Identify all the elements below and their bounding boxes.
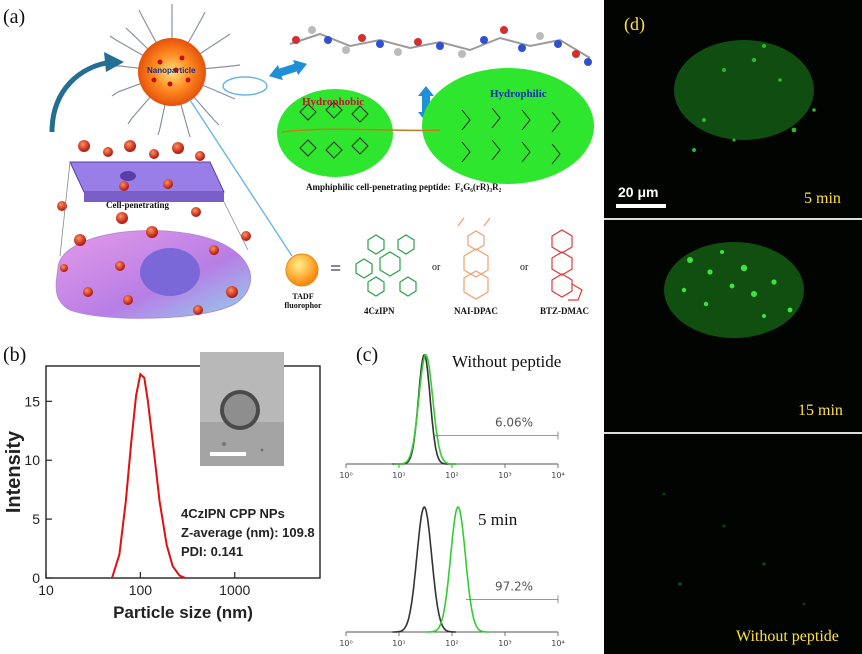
peptide-caption: Amphiphilic cell-penetrating peptide: F₆…	[306, 182, 501, 192]
panel-a-label: (a)	[3, 6, 26, 28]
flow-cytometry-chart: 10⁰ 10¹ 10² 10³ 10⁴ 6.06% 10⁰ 10¹ 10² 10³ 10⁴ 97.2%	[340, 353, 565, 648]
dls-info: 4CzIPN CPP NPs Z-average (nm): 109.8 PDI…	[181, 504, 315, 561]
panel-b-label: (b)	[3, 344, 27, 366]
flow-gate-percent-0: 6.06%	[495, 415, 533, 429]
frame-label-15min: 15 min	[798, 402, 843, 419]
x-tick-label-0: 10	[38, 582, 54, 598]
y-axis-label: Intensity	[3, 430, 25, 513]
flow-tick-label-1-0: 10⁰	[340, 639, 353, 648]
micrograph-15min: 15 min	[604, 220, 862, 432]
peptide-formula: F₆G₆(rR)₃R₂	[455, 182, 502, 192]
panel-d: 20 μm 5 min 15 min Without peptide	[604, 0, 862, 654]
scale-bar-label: 20 μm	[618, 184, 659, 200]
peptide-caption-text: Amphiphilic cell-penetrating peptide:	[306, 182, 451, 192]
flow-tick-label-1-4: 10⁴	[551, 639, 564, 648]
dls-info-pdi: PDI: 0.141	[181, 544, 244, 559]
structure-nai-dpac	[457, 217, 491, 300]
flow-tick-label-0-0: 10⁰	[340, 471, 353, 480]
nanoparticle-label: Nanoparticle	[147, 66, 196, 75]
tadf-line1: TADF	[292, 292, 314, 301]
tem-image	[200, 352, 284, 466]
y-tick-label-3: 15	[24, 393, 40, 409]
flow-tick-label-0-1: 10¹	[392, 471, 405, 480]
frame-divider-2	[604, 432, 862, 434]
flow-tick-label-0-4: 10⁴	[551, 471, 564, 480]
hydrophilic-blob	[422, 68, 594, 184]
tadf-label: TADF fluorophor	[283, 292, 323, 310]
x-tick-label-2: 1000	[219, 582, 250, 598]
hydrophobic-label: Hydrophobic	[302, 96, 365, 108]
five-min-text: 5 min	[478, 510, 518, 529]
flow-tick-label-0-3: 10³	[498, 471, 511, 480]
structure-btz-dmac	[551, 229, 583, 301]
tadf-line2: fluorophor	[284, 301, 322, 310]
frame-label-without-peptide: Without peptide	[736, 628, 839, 645]
molecule-nai-dpac: NAI-DPAC	[454, 306, 498, 316]
flow-series-1-1	[426, 506, 490, 633]
hydrophilic-label: Hydrophilic	[490, 88, 547, 100]
micrograph-5min-image	[674, 40, 816, 152]
x-axis-label: Particle size (nm)	[113, 603, 253, 622]
x-tick-label-1: 100	[129, 582, 153, 598]
micrograph-without-peptide: Without peptide	[604, 434, 862, 654]
tem-inset	[200, 352, 284, 466]
frame-label-5min: 5 min	[804, 190, 841, 207]
without-peptide-text: Without peptide	[452, 352, 562, 371]
flow-tick-label-1-3: 10³	[498, 639, 511, 648]
micrograph-without-peptide-image	[662, 492, 806, 606]
flow-series-1-0	[392, 505, 457, 633]
molecule-4czipn: 4CzIPN	[364, 306, 395, 316]
molecule-btz-dmac: BTZ-DMAC	[540, 306, 589, 316]
dls-info-sample: 4CzIPN CPP NPs	[181, 506, 285, 521]
dls-info-zavg: Z-average (nm): 109.8	[181, 525, 315, 540]
micrograph-5min: 20 μm 5 min	[604, 0, 862, 218]
dls-series-line-0	[111, 372, 186, 579]
frame-divider-1	[604, 218, 862, 220]
or-2: or	[520, 262, 529, 273]
y-tick-label-0: 0	[32, 570, 40, 586]
tem-scale-bar	[210, 452, 246, 456]
schematic	[49, 4, 594, 319]
micrograph-15min-image	[664, 242, 804, 338]
y-tick-label-1: 5	[32, 511, 40, 527]
equals-sign: =	[330, 258, 342, 280]
dls-chart: 10 100 1000 0 5 10 15 Particle size (nm) Intensi…	[3, 365, 321, 622]
scale-bar	[616, 204, 666, 208]
panel-d-label: (d)	[624, 14, 645, 34]
structure-4czipn	[355, 234, 417, 297]
panel-c-label: (c)	[356, 344, 379, 366]
flow-gate-percent-1: 97.2%	[495, 579, 533, 593]
flow-tick-label-1-1: 10¹	[392, 639, 405, 648]
cell-penetrating-label: Cell-penetrating	[106, 200, 169, 210]
hydrophobic-blob	[277, 89, 393, 177]
flow-tick-label-1-2: 10²	[445, 639, 458, 648]
y-tick-label-2: 10	[24, 452, 40, 468]
flow-series-0-1	[394, 353, 458, 465]
flow-series-0-0	[392, 353, 457, 465]
nanoparticle-core	[138, 38, 206, 106]
or-1: or	[432, 262, 441, 273]
flow-tick-label-0-2: 10²	[445, 471, 458, 480]
